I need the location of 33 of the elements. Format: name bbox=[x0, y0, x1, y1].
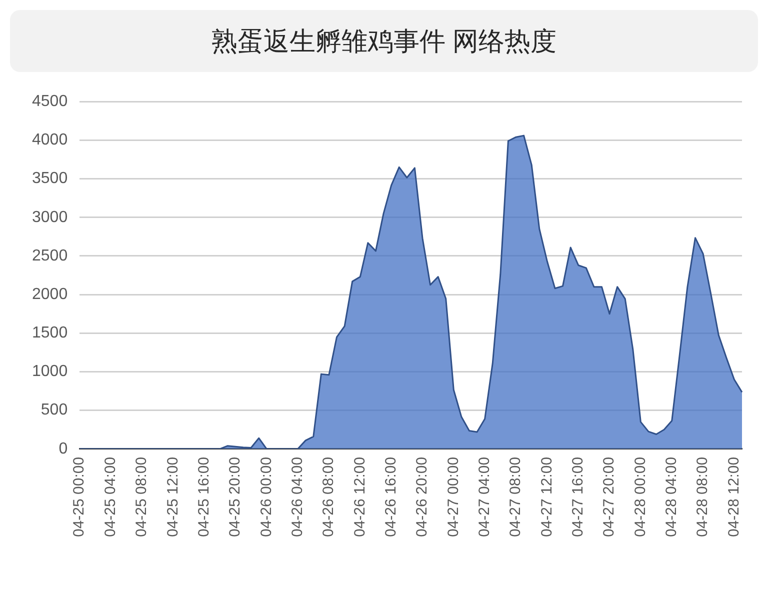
x-tick-label: 04-26 08:00 bbox=[320, 456, 338, 538]
y-tick-label: 2000 bbox=[32, 286, 68, 303]
x-tick-label: 04-28 08:00 bbox=[694, 456, 712, 538]
x-tick-label: 04-26 04:00 bbox=[288, 456, 306, 538]
y-tick-label: 4500 bbox=[32, 93, 68, 110]
x-tick-label: 04-25 16:00 bbox=[195, 456, 212, 538]
x-tick-label: 04-27 08:00 bbox=[507, 456, 524, 538]
x-tick-label: 04-27 04:00 bbox=[476, 456, 493, 538]
y-tick-label: 2500 bbox=[32, 247, 68, 264]
y-tick-label: 0 bbox=[58, 440, 68, 458]
x-tick-label: 04-28 04:00 bbox=[663, 456, 680, 538]
x-tick-label: 04-26 00:00 bbox=[258, 456, 275, 538]
y-tick-label: 500 bbox=[40, 402, 68, 419]
x-tick-label: 04-26 20:00 bbox=[414, 456, 431, 538]
x-tick-label: 04-25 12:00 bbox=[164, 456, 182, 538]
x-tick-label: 04-25 00:00 bbox=[70, 456, 88, 538]
y-tick-label: 1000 bbox=[32, 363, 68, 380]
y-tick-label: 1500 bbox=[32, 324, 68, 342]
x-tick-label: 04-27 16:00 bbox=[569, 456, 586, 538]
x-tick-label: 04-28 00:00 bbox=[632, 456, 649, 538]
chart-title: 熟蛋返生孵雏鸡事件 网络热度 bbox=[10, 10, 758, 72]
y-tick-label: 4000 bbox=[32, 132, 68, 149]
x-tick-label: 04-28 12:00 bbox=[725, 456, 742, 538]
x-tick-label: 04-26 12:00 bbox=[351, 456, 368, 538]
x-tick-label: 04-27 12:00 bbox=[538, 456, 556, 538]
x-tick-label: 04-27 20:00 bbox=[600, 456, 618, 538]
x-tick-label: 04-25 20:00 bbox=[226, 456, 244, 538]
x-tick-label: 04-26 16:00 bbox=[382, 456, 400, 538]
x-tick-label: 04-25 04:00 bbox=[102, 456, 119, 538]
x-tick-label: 04-25 08:00 bbox=[133, 456, 150, 538]
x-tick-label: 04-27 00:00 bbox=[444, 456, 462, 538]
y-tick-label: 3000 bbox=[32, 208, 68, 226]
y-tick-label: 3500 bbox=[32, 170, 68, 188]
